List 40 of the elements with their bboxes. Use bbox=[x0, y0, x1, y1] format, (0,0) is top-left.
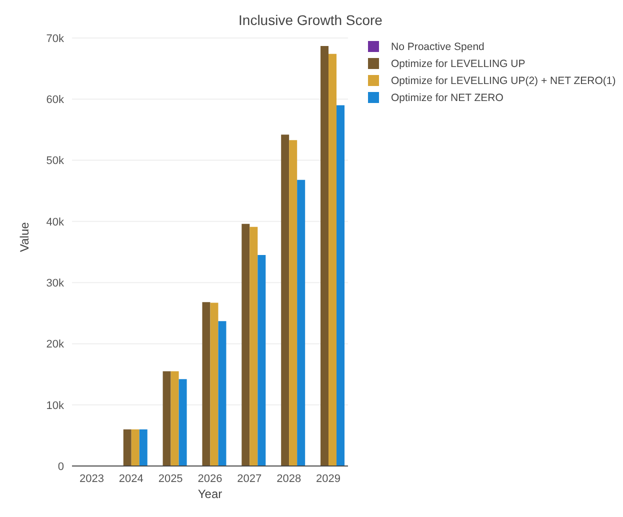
y-tick-label: 30k bbox=[46, 277, 64, 290]
bar bbox=[139, 429, 148, 466]
bar bbox=[170, 371, 179, 466]
legend-label: No Proactive Spend bbox=[391, 40, 484, 52]
x-tick-label: 2026 bbox=[198, 472, 222, 485]
x-tick-label: 2029 bbox=[316, 472, 341, 485]
x-tick-label: 2028 bbox=[276, 472, 302, 485]
chart-title: Inclusive Growth Score bbox=[238, 12, 384, 28]
bar bbox=[202, 302, 210, 466]
bar bbox=[242, 224, 250, 466]
legend-label: Optimize for LEVELLING UP(2) + NET ZERO(1) bbox=[391, 74, 616, 86]
y-tick-label: 10k bbox=[46, 400, 64, 412]
y-tick-label: 70k bbox=[46, 32, 64, 45]
bar bbox=[250, 226, 258, 466]
x-tick-label: 2027 bbox=[237, 472, 262, 485]
legend-label: Optimize for NET ZERO bbox=[391, 92, 504, 104]
bar bbox=[281, 134, 290, 466]
x-tick-label: 2024 bbox=[118, 472, 144, 485]
bar bbox=[258, 255, 266, 466]
y-tick-label: 60k bbox=[46, 94, 64, 106]
bar bbox=[123, 429, 132, 466]
legend-label: Optimize for LEVELLING UP bbox=[391, 58, 526, 70]
y-tick-label: 20k bbox=[46, 338, 64, 351]
x-tick-label: 2023 bbox=[79, 472, 104, 485]
bar bbox=[131, 429, 140, 466]
y-axis-title: Value bbox=[17, 222, 32, 252]
x-tick-label: 2025 bbox=[158, 472, 183, 485]
bar bbox=[218, 321, 226, 466]
y-tick-label: 0 bbox=[58, 460, 64, 473]
y-tick-label: 50k bbox=[46, 155, 64, 168]
bar bbox=[210, 302, 218, 466]
bar bbox=[336, 105, 345, 466]
y-tick-label: 40k bbox=[46, 216, 64, 228]
bar bbox=[297, 180, 306, 466]
x-axis-title: Year bbox=[198, 487, 222, 501]
bar bbox=[320, 46, 329, 466]
bar bbox=[289, 140, 298, 466]
bar bbox=[328, 54, 337, 466]
bar bbox=[162, 371, 171, 466]
bar bbox=[178, 379, 187, 466]
